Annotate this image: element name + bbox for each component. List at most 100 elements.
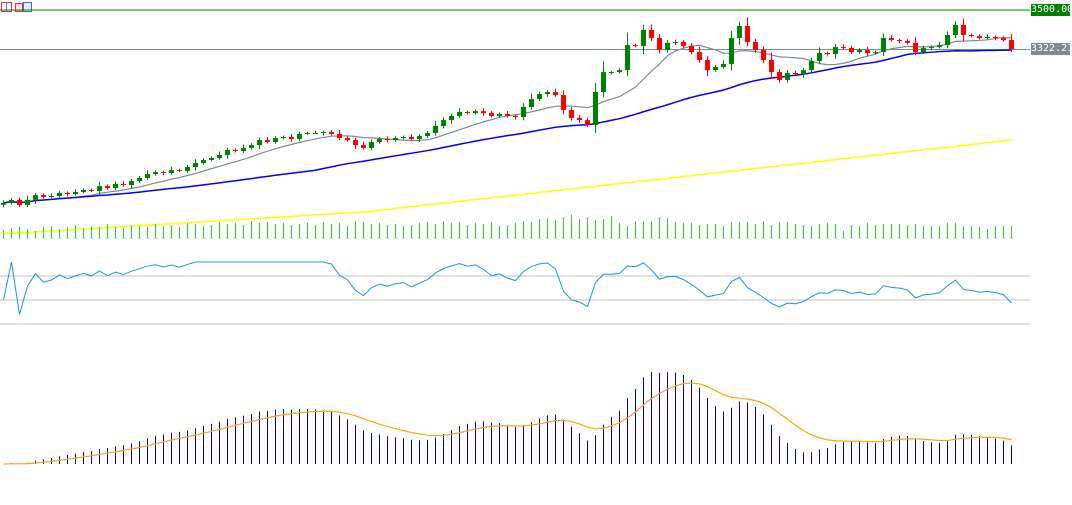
bull-candle [113, 183, 118, 189]
bull-candle [937, 45, 942, 48]
bear-candle [681, 42, 686, 46]
bull-candle [881, 38, 886, 53]
bull-candle [185, 167, 190, 171]
bear-candle [289, 136, 294, 139]
bull-candle [737, 26, 742, 39]
bear-candle [777, 72, 782, 80]
bear-candle [561, 95, 566, 110]
bull-candle [617, 70, 622, 73]
bear-candle [1009, 40, 1014, 49]
bear-candle [345, 138, 350, 141]
bull-candle [57, 192, 62, 196]
bull-candle [873, 52, 878, 54]
bull-candle [929, 47, 934, 49]
bull-candle [857, 49, 862, 53]
bear-candle [65, 192, 70, 194]
bull-candle [169, 170, 174, 173]
bear-candle [481, 111, 486, 114]
bear-candle [961, 24, 966, 35]
bear-candle [689, 45, 694, 53]
chart-toolbar [1, 2, 33, 12]
bull-candle [249, 145, 254, 148]
rsi-line [3, 261, 1012, 315]
bull-candle [801, 70, 806, 75]
bear-candle [89, 190, 94, 192]
slow-moving-average [3, 49, 1012, 204]
current-price-label: 3322.21 [1031, 43, 1072, 55]
bear-candle [337, 133, 342, 139]
bull-candle [97, 186, 102, 191]
bear-candle [385, 138, 390, 141]
bull-candle [401, 136, 406, 139]
level-price-label: 3500.00 [1031, 4, 1072, 16]
bull-candle [457, 111, 462, 116]
bear-candle [841, 47, 846, 49]
bear-candle [977, 36, 982, 39]
bull-candle [241, 147, 246, 152]
bull-candle [721, 63, 726, 68]
bull-candle [129, 181, 134, 185]
bull-candle [425, 133, 430, 137]
bear-candle [577, 117, 582, 121]
bear-candle [633, 45, 638, 47]
bull-candle [393, 138, 398, 141]
bear-candle [897, 40, 902, 42]
bull-candle [1, 202, 6, 205]
bull-candle [497, 113, 502, 116]
bear-candle [233, 149, 238, 152]
bear-candle [353, 140, 358, 146]
bear-candle [705, 60, 710, 71]
bull-candle [33, 195, 38, 200]
bull-candle [217, 154, 222, 159]
bull-candle [225, 149, 230, 155]
bull-candle [833, 47, 838, 55]
bear-candle [265, 140, 270, 143]
bear-candle [121, 183, 126, 185]
bull-candle [673, 42, 678, 44]
bull-candle [473, 111, 478, 114]
bear-candle [761, 49, 766, 60]
bull-candle [785, 72, 790, 80]
bull-candle [609, 72, 614, 74]
bear-candle [177, 170, 182, 172]
bear-candle [361, 145, 366, 148]
bull-candle [25, 199, 30, 205]
bull-candle [257, 140, 262, 146]
bear-candle [849, 47, 854, 53]
bull-candle [321, 131, 326, 134]
bull-candle [625, 45, 630, 71]
bull-candle [313, 133, 318, 135]
bull-candle [297, 133, 302, 139]
bull-candle [601, 72, 606, 93]
bear-candle [905, 40, 910, 43]
bull-candle [369, 142, 374, 148]
bear-candle [865, 49, 870, 53]
bear-candle [585, 120, 590, 125]
bear-candle [697, 52, 702, 60]
bull-candle [201, 160, 206, 164]
bull-candle [73, 192, 78, 194]
macd-signal-line [3, 382, 1012, 465]
bull-candle [137, 177, 142, 182]
template-icon[interactable] [1, 2, 12, 12]
fast-moving-average [3, 37, 1012, 204]
bull-candle [377, 138, 382, 143]
bear-candle [489, 113, 494, 116]
bear-candle [17, 199, 22, 205]
bear-candle [649, 29, 654, 39]
bull-candle [49, 195, 54, 198]
bull-candle [521, 106, 526, 118]
bull-candle [145, 174, 150, 178]
bear-candle [969, 35, 974, 37]
bull-candle [209, 158, 214, 160]
bull-candle [641, 29, 646, 46]
bull-candle [713, 67, 718, 71]
bull-candle [281, 136, 286, 139]
copy-chart-icon[interactable] [15, 2, 33, 12]
bear-candle [657, 38, 662, 50]
bear-candle [769, 60, 774, 73]
bear-candle [569, 110, 574, 118]
bull-candle [529, 99, 534, 107]
bull-candle [817, 52, 822, 62]
